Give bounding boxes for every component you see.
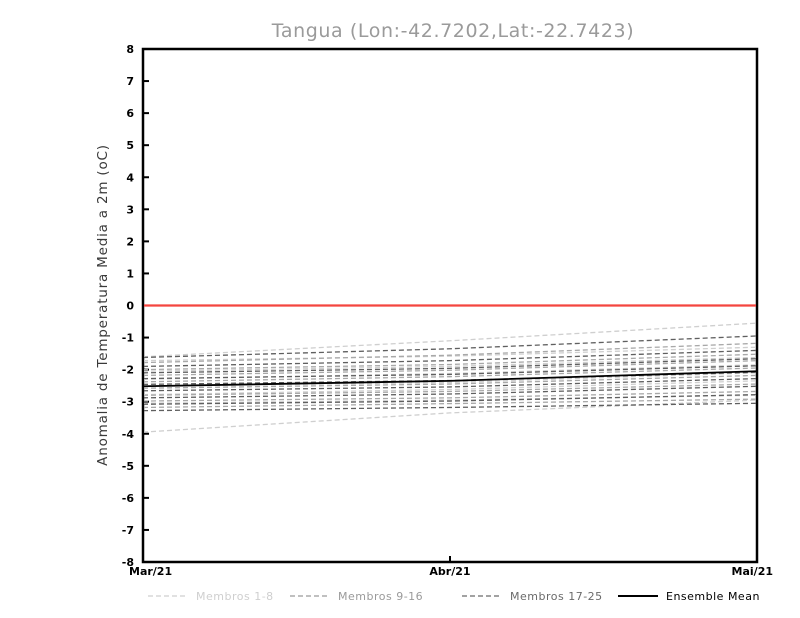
x-tick-label: Mar/21 — [129, 565, 172, 578]
chart-title: Tangua (Lon:-42.7202,Lat:-22.7423) — [271, 20, 634, 42]
y-tick-label: -3 — [122, 396, 134, 409]
series-line — [144, 353, 756, 371]
y-tick-label: -5 — [122, 460, 134, 473]
series-line — [144, 394, 756, 405]
y-tick-label: 4 — [126, 171, 134, 184]
series-line — [144, 377, 756, 392]
series-line — [144, 385, 756, 399]
y-tick-label: -1 — [122, 332, 134, 345]
ensemble-series-lines — [144, 322, 756, 433]
y-tick-label: 3 — [126, 203, 134, 216]
y-tick-label: 1 — [126, 267, 134, 280]
y-tick-label: -8 — [122, 556, 134, 569]
legend-label: Membros 1-8 — [196, 590, 274, 603]
series-line — [144, 356, 756, 372]
series-line — [144, 372, 756, 387]
series-line — [144, 399, 756, 433]
legend-label: Membros 9-16 — [338, 590, 423, 603]
y-tick-label: -4 — [122, 428, 135, 441]
series-line — [144, 383, 756, 396]
x-axis-ticks: Mar/21 Abr/21 Mai/21 — [129, 556, 773, 578]
x-tick-label: Abr/21 — [429, 565, 470, 578]
legend-label: Ensemble Mean — [666, 590, 760, 603]
y-tick-label: 2 — [126, 235, 134, 248]
y-tick-label: -7 — [122, 524, 134, 537]
series-line — [144, 335, 756, 359]
series-line — [144, 349, 756, 368]
series-line — [144, 398, 756, 409]
chart-legend: Membros 1-8 Membros 9-16 Membros 17-25 Ense… — [148, 590, 760, 603]
series-line — [144, 374, 756, 389]
series-line — [144, 367, 756, 383]
series-line — [144, 365, 756, 380]
series-line — [144, 322, 756, 358]
y-tick-label: 7 — [126, 75, 134, 88]
legend-label: Membros 17-25 — [510, 590, 603, 603]
y-tick-label: -6 — [122, 492, 135, 505]
series-line — [144, 346, 756, 362]
series-line — [144, 370, 756, 388]
series-line — [144, 364, 756, 380]
y-axis-label: Anomalia de Temperatura Media a 2m (oC) — [95, 144, 111, 466]
series-line — [144, 390, 756, 402]
series-line — [144, 342, 756, 364]
x-tick-label: Mai/21 — [732, 565, 773, 578]
series-line — [144, 394, 756, 404]
y-tick-label: 8 — [126, 43, 134, 56]
y-tick-label: 5 — [126, 139, 134, 152]
series-line — [144, 380, 756, 396]
series-line — [144, 358, 756, 374]
series-line — [144, 360, 756, 377]
series-line — [144, 402, 756, 412]
y-tick-label: -2 — [122, 364, 134, 377]
y-tick-label: 6 — [126, 107, 134, 120]
y-tick-label: 0 — [126, 300, 134, 313]
